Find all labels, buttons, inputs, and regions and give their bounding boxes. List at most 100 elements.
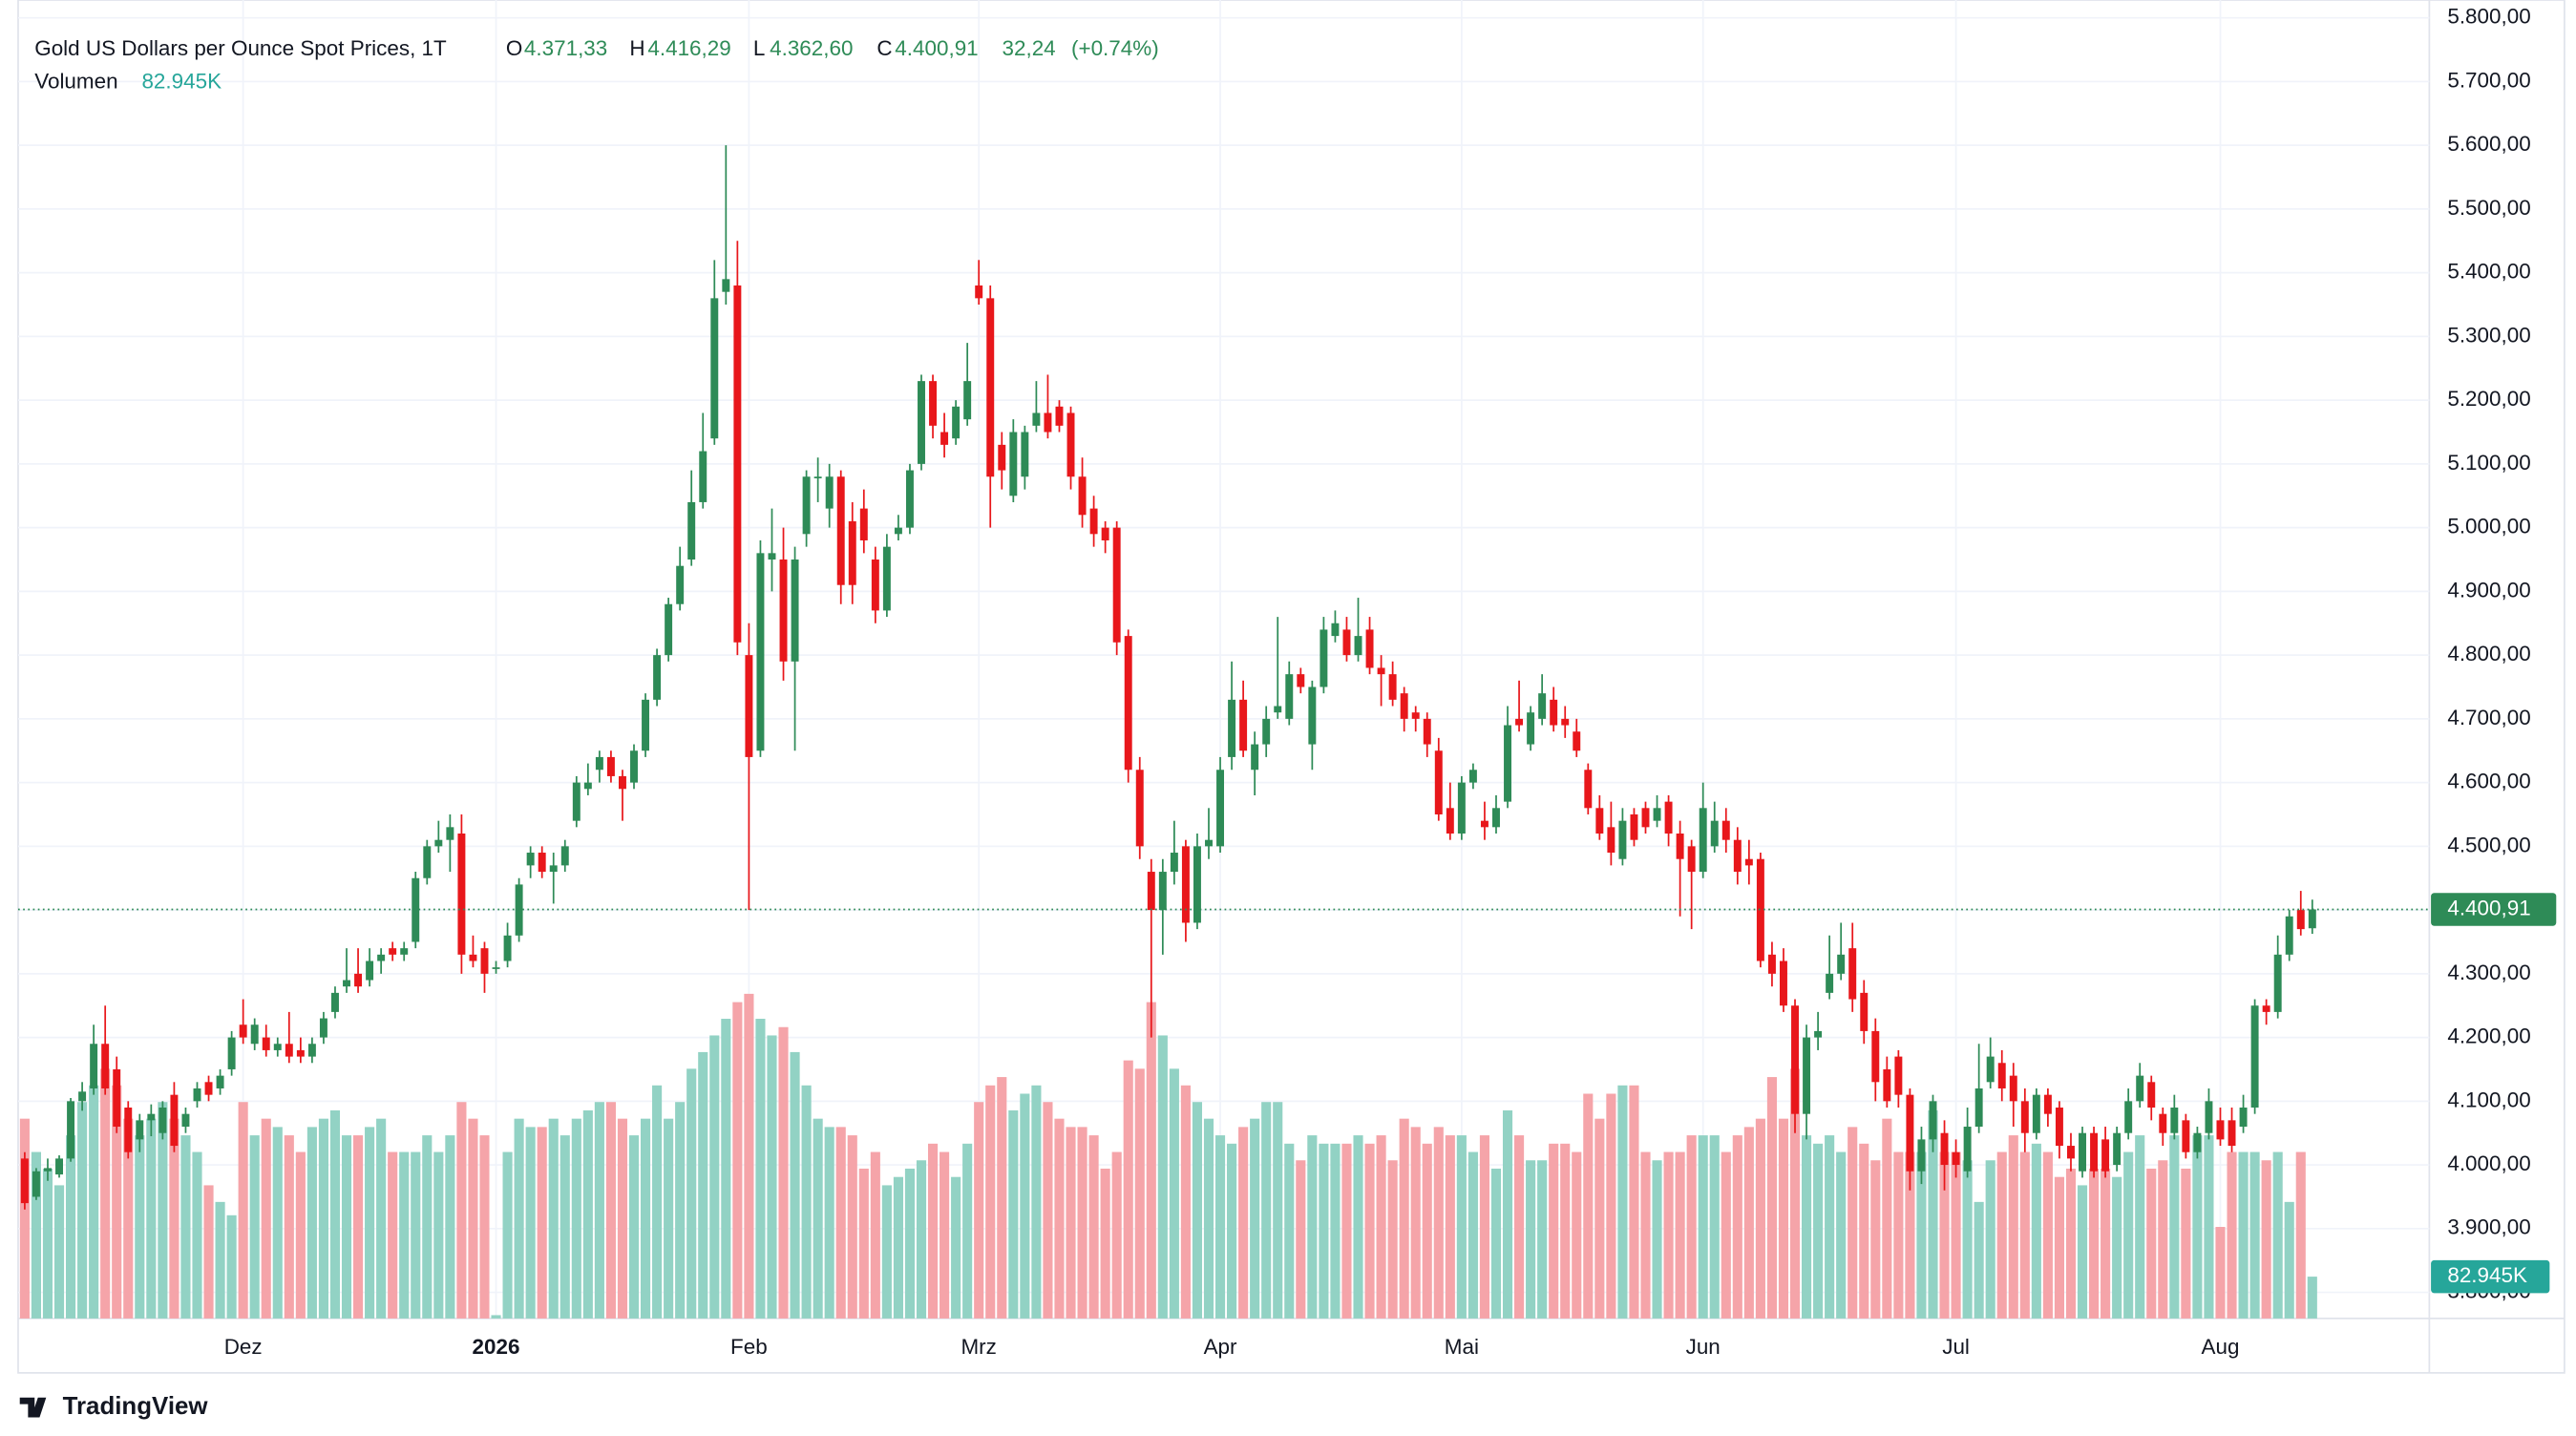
candle-body — [2032, 1094, 2040, 1133]
candle-body — [1480, 820, 1489, 828]
volume-bar — [192, 1151, 202, 1319]
candle-body — [1055, 406, 1064, 426]
candle-body — [250, 1024, 259, 1045]
volume-bar — [445, 1135, 455, 1319]
volume-layer — [19, 993, 2317, 1319]
volume-bar — [341, 1135, 352, 1319]
volume-bar — [813, 1118, 823, 1319]
volume-bar — [1629, 1085, 1639, 1319]
volume-bar — [835, 1127, 846, 1319]
x-tick-label: Aug — [2202, 1335, 2240, 1359]
volume-bar — [2295, 1151, 2306, 1319]
volume-bar — [1640, 1151, 1651, 1319]
candle-body — [1826, 973, 1834, 993]
candle-body — [813, 476, 822, 478]
volume-bar — [1502, 1109, 1513, 1319]
candle-body — [1504, 725, 1511, 802]
volume-bar — [123, 1118, 134, 1319]
volume-bar — [1077, 1127, 1087, 1319]
volume-bar — [284, 1135, 294, 1319]
volume-bar — [1422, 1143, 1432, 1319]
volume-bar — [1825, 1135, 1835, 1319]
candle-body — [2205, 1101, 2213, 1133]
candle-body — [618, 775, 626, 790]
candle-body — [2250, 1005, 2259, 1109]
volume-value: 82.945K — [141, 69, 222, 93]
candle-body — [446, 827, 454, 840]
volume-bar — [548, 1118, 559, 1319]
volume-bar — [2054, 1176, 2064, 1319]
candle-body — [918, 381, 925, 464]
candle-body — [1917, 1139, 1926, 1172]
candle-body — [1780, 961, 1787, 1006]
volume-bar — [940, 1151, 950, 1319]
volume-bar — [2101, 1168, 2111, 1319]
candle-body — [1147, 872, 1155, 911]
candle-body — [1550, 699, 1558, 726]
volume-bar — [2088, 1168, 2100, 1319]
volume-bar — [1146, 1002, 1156, 1319]
chart-title: Gold US Dollars per Ounce Spot Prices, 1… — [34, 36, 447, 60]
candle-body — [101, 1044, 110, 1088]
volume-bar — [755, 1019, 766, 1319]
volume-bar — [1939, 1151, 1950, 1319]
volume-bar — [352, 1135, 364, 1319]
volume-bar — [1916, 1151, 1927, 1319]
volume-bar — [100, 1068, 111, 1319]
volume-bar — [1043, 1102, 1053, 1319]
candle-body — [1641, 808, 1650, 828]
volume-bar — [1307, 1135, 1318, 1319]
volume-bar — [1376, 1135, 1386, 1319]
change-value: 32,24 — [1003, 36, 1056, 60]
volume-bar — [146, 1118, 157, 1319]
candle-body — [2101, 1139, 2110, 1172]
volume-bar — [2238, 1151, 2249, 1319]
volume-bar — [709, 1035, 720, 1319]
volume-bar — [916, 1160, 927, 1319]
candle-body — [825, 476, 834, 509]
candle-body — [204, 1082, 213, 1095]
y-tick-label: 4.800,00 — [2447, 642, 2530, 665]
volume-bar — [571, 1118, 581, 1319]
candle-body — [434, 839, 443, 847]
candle-body — [181, 1113, 190, 1128]
volume-bar — [411, 1151, 421, 1319]
candle-body — [136, 1120, 144, 1140]
candle-body — [1883, 1068, 1891, 1102]
volume-bar — [261, 1118, 271, 1319]
volume-bar — [249, 1135, 260, 1319]
low-label: L — [753, 36, 765, 60]
volume-bar — [42, 1168, 53, 1319]
candle-body — [1733, 839, 1742, 873]
candle-body — [1297, 674, 1305, 687]
candle-body — [1078, 476, 1087, 516]
y-tick-label: 5.600,00 — [2447, 132, 2530, 156]
candle-body — [1573, 731, 1581, 751]
candle-body — [1457, 782, 1466, 834]
volume-bar — [605, 1102, 616, 1319]
volume-bar — [1066, 1127, 1076, 1319]
volume-bar — [1617, 1085, 1628, 1319]
y-tick-label: 4.600,00 — [2447, 770, 2530, 793]
volume-bar — [1778, 1118, 1789, 1319]
x-tick-label: Mrz — [961, 1335, 997, 1359]
candle-body — [480, 948, 489, 974]
y-tick-label: 3.900,00 — [2447, 1215, 2530, 1239]
candle-body — [1721, 820, 1730, 840]
volume-bar — [1732, 1135, 1742, 1319]
volume-bar — [721, 1019, 731, 1319]
candle-body — [1997, 1063, 2006, 1088]
volume-bar — [226, 1214, 237, 1319]
volume-bar — [1433, 1127, 1444, 1319]
volume-bar — [479, 1135, 490, 1319]
candle-body — [1285, 674, 1294, 719]
candle-body — [848, 520, 856, 585]
candle-body — [2182, 1120, 2190, 1152]
candle-body — [193, 1088, 201, 1102]
volume-bar — [1399, 1118, 1409, 1319]
volume-bar — [1410, 1127, 1421, 1319]
volume-bar — [2215, 1227, 2226, 1319]
candle-body — [1112, 527, 1121, 643]
candle-body — [67, 1101, 75, 1159]
x-tick-label: Jun — [1686, 1335, 1721, 1359]
